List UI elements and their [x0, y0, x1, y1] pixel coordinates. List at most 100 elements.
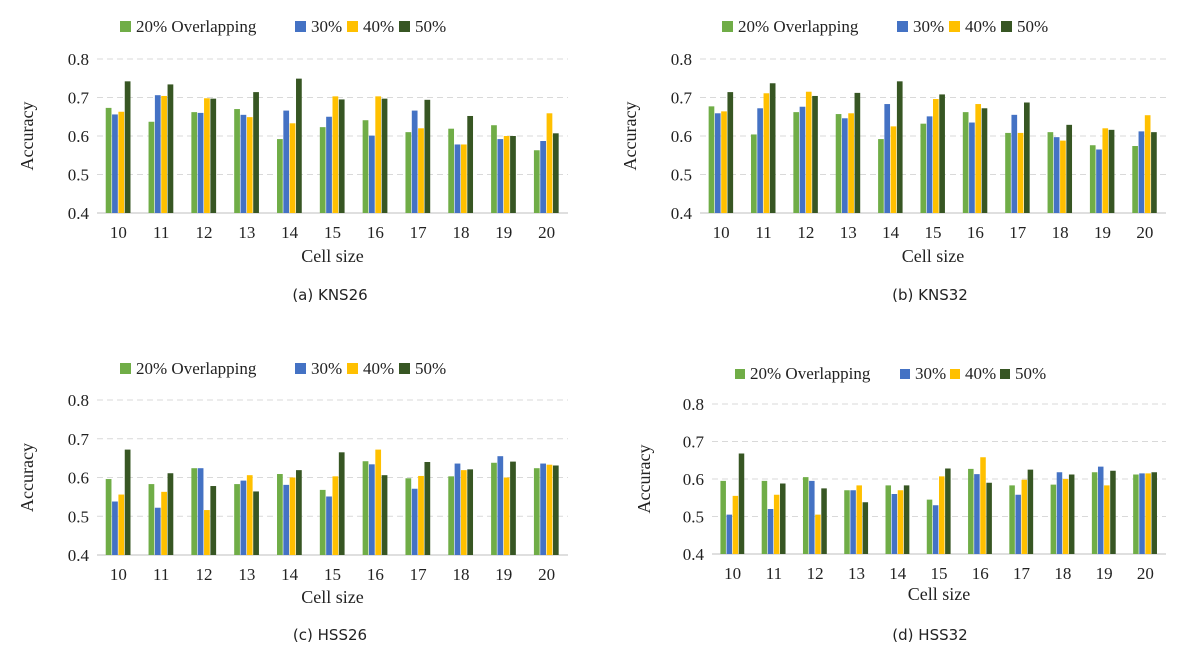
bar	[738, 453, 745, 554]
bar	[296, 78, 302, 213]
bar	[546, 464, 553, 555]
bar	[844, 490, 850, 554]
x-tick-label: 19	[495, 223, 512, 242]
bar	[375, 449, 382, 555]
legend-label: 30%	[311, 17, 342, 36]
chart-panel-2: 0.4 0.5 0.6 0.7 0.8 10 11 12 13 14 15 16 17 18 19 20 Cel…	[620, 17, 1166, 304]
bar	[454, 463, 461, 555]
bar	[1089, 145, 1096, 213]
bar	[969, 122, 975, 213]
bar	[234, 109, 240, 213]
legend: 20% Overlapping 30% 40% 50%	[735, 364, 1046, 383]
legend-swatch	[295, 363, 306, 374]
legend-swatch	[347, 363, 358, 374]
bar	[769, 83, 776, 213]
bar	[1133, 474, 1139, 554]
bar	[1096, 149, 1102, 213]
bar	[510, 136, 516, 213]
bar	[197, 468, 204, 555]
bar	[850, 490, 856, 554]
bar	[503, 477, 510, 555]
bar	[1132, 146, 1138, 213]
bar	[253, 491, 259, 555]
bar	[210, 486, 217, 555]
bar	[167, 84, 174, 213]
bar	[1009, 485, 1015, 555]
y-tick-label: 0.7	[671, 89, 693, 108]
bar	[375, 96, 382, 213]
x-tick-label: 11	[755, 223, 771, 242]
y-tick-label: 0.7	[683, 433, 705, 452]
x-tick-label: 18	[452, 565, 469, 584]
bar	[1139, 473, 1145, 555]
bar	[277, 474, 283, 555]
legend-swatch	[347, 21, 358, 32]
bar	[1068, 474, 1075, 554]
bar	[332, 476, 339, 555]
y-tick-label: 0.7	[68, 89, 90, 108]
x-tick-label: 17	[410, 223, 428, 242]
legend-swatch	[399, 363, 410, 374]
bar	[1027, 469, 1034, 555]
bar	[962, 112, 969, 213]
legend-label: 40%	[965, 364, 996, 383]
legend-label: 20% Overlapping	[136, 359, 257, 378]
legend-label: 30%	[913, 17, 944, 36]
bar	[763, 93, 770, 213]
bar	[319, 489, 326, 555]
bar	[1053, 137, 1060, 213]
y-axis-title: Accuracy	[634, 445, 654, 514]
x-tick-label: 18	[452, 223, 469, 242]
bar	[154, 95, 161, 213]
x-tick-label: 15	[925, 223, 942, 242]
bar	[497, 139, 504, 213]
x-tick-label: 10	[110, 565, 127, 584]
bar	[326, 496, 332, 555]
bar	[767, 509, 774, 554]
y-axis-title: Accuracy	[17, 443, 37, 512]
bar	[411, 110, 418, 213]
x-tick-label: 13	[238, 565, 255, 584]
y-tick-label: 0.5	[671, 166, 692, 185]
bar	[732, 495, 739, 555]
bar	[981, 108, 988, 213]
bar	[854, 92, 861, 213]
bar	[240, 480, 247, 555]
bar	[932, 505, 939, 554]
bar	[842, 118, 848, 213]
bar	[124, 81, 131, 213]
bar	[920, 123, 927, 213]
bar	[1047, 132, 1054, 213]
bar	[540, 463, 546, 555]
bar	[974, 474, 980, 555]
bar	[533, 150, 540, 213]
bar	[1097, 466, 1104, 555]
bar	[240, 114, 247, 213]
chart-panel-4: 0.4 0.5 0.6 0.7 0.8 10 11 12 13 14 15 16 17 18 19 20 Cel…	[634, 364, 1166, 644]
bar	[362, 461, 369, 555]
bar	[890, 126, 897, 213]
y-tick-label: 0.8	[68, 391, 89, 410]
x-axis-title: Cell size	[301, 246, 363, 266]
bar	[926, 499, 933, 555]
bar	[148, 121, 155, 213]
bar	[939, 476, 945, 555]
bar	[381, 98, 388, 213]
bar	[848, 113, 854, 213]
bar	[1062, 479, 1069, 554]
bar	[105, 107, 112, 213]
bar	[721, 111, 727, 213]
bar	[277, 139, 283, 213]
bar	[467, 469, 474, 555]
legend-label: 50%	[415, 359, 446, 378]
legend-label: 40%	[363, 17, 394, 36]
bar	[1060, 140, 1066, 213]
bar	[1110, 470, 1116, 554]
x-tick-label: 14	[281, 223, 299, 242]
x-tick-label: 12	[196, 223, 213, 242]
bar	[1104, 485, 1110, 555]
x-tick-label: 15	[324, 223, 341, 242]
bar	[1144, 115, 1151, 213]
bar	[448, 128, 455, 213]
bar	[467, 115, 474, 213]
